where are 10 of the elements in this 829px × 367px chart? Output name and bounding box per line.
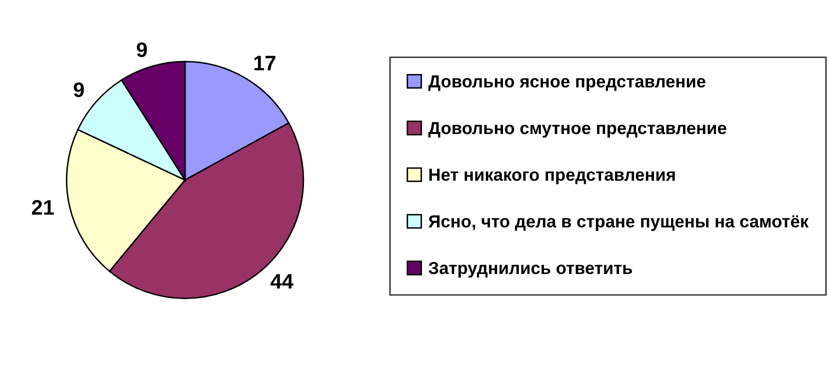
data-label: 21 — [32, 200, 54, 215]
legend-label: Затруднились ответить — [428, 262, 632, 278]
legend-label: Довольно ясное представление — [428, 75, 706, 91]
data-label: 9 — [136, 42, 147, 58]
legend-label: Ясно, что дела в стране пущены на самотёк — [428, 215, 809, 231]
legend-label: Нет никакого представления — [429, 168, 675, 184]
data-label: 17 — [254, 56, 276, 70]
data-label: 44 — [270, 274, 294, 288]
legend-label: Довольно смутное представление — [428, 122, 726, 138]
data-label: 9 — [74, 82, 84, 98]
